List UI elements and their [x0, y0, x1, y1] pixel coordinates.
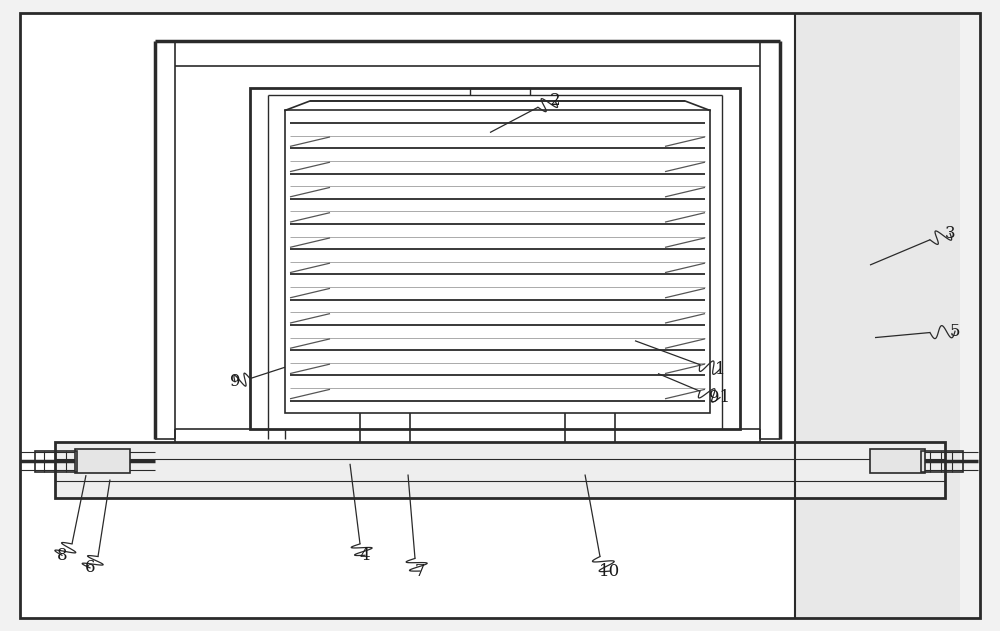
- Bar: [35, 451, 77, 472]
- Text: 2: 2: [550, 93, 560, 109]
- Text: 5: 5: [950, 323, 960, 339]
- Text: 6: 6: [85, 560, 95, 576]
- Bar: [750, 450, 762, 457]
- Bar: [921, 451, 963, 472]
- Bar: [870, 449, 925, 473]
- Text: 7: 7: [415, 563, 425, 579]
- Bar: [167, 445, 190, 451]
- Text: 4: 4: [360, 547, 370, 563]
- Text: 10: 10: [599, 563, 621, 579]
- Text: 3: 3: [945, 225, 955, 242]
- Bar: [75, 449, 130, 473]
- Bar: [20, 13, 795, 618]
- Bar: [795, 13, 960, 618]
- Bar: [745, 445, 768, 451]
- Text: 1: 1: [715, 361, 725, 377]
- Text: 8: 8: [57, 547, 67, 563]
- Bar: [250, 88, 740, 429]
- Bar: [173, 450, 185, 457]
- Bar: [55, 442, 945, 498]
- Text: 9: 9: [230, 374, 240, 390]
- Bar: [285, 110, 710, 413]
- Text: 91: 91: [709, 389, 731, 406]
